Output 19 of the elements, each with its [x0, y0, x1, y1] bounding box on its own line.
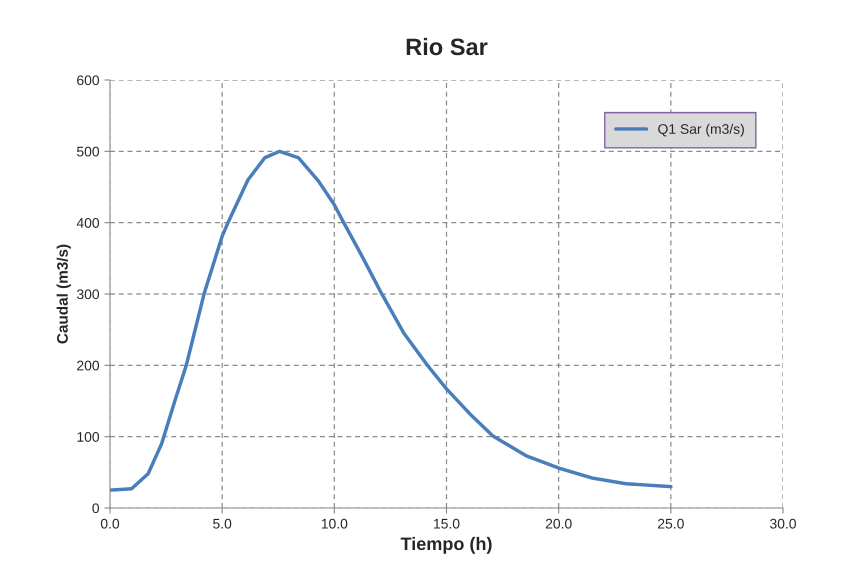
x-tick-label: 5.0 [213, 518, 232, 529]
y-tick-label: 0 [92, 503, 100, 514]
line-series [110, 150, 673, 492]
y-tick-label: 200 [77, 360, 100, 371]
y-tick-label: 300 [76, 289, 100, 300]
x-tick-label: 15.0 [434, 518, 460, 529]
legend-label: Q1 Sar (m3/s) [658, 124, 744, 137]
y-tick-label: 400 [76, 218, 100, 228]
y-tick-label: 100 [77, 432, 100, 442]
y-tick-label: 600 [77, 75, 100, 86]
y-axis-title: Caudal (m3/s) [56, 244, 71, 344]
x-tick-label: 0.0 [100, 518, 120, 529]
x-tick-label: 10.0 [322, 518, 348, 529]
x-tick-label: 30.0 [770, 518, 796, 529]
chart-title: Rio Sar [406, 38, 488, 56]
x-tick-label: 25.0 [658, 518, 684, 529]
x-tick-label: 20.0 [546, 518, 572, 529]
y-tick-label: 500 [76, 146, 100, 157]
x-axis-title: Tiempo (h) [400, 536, 492, 554]
